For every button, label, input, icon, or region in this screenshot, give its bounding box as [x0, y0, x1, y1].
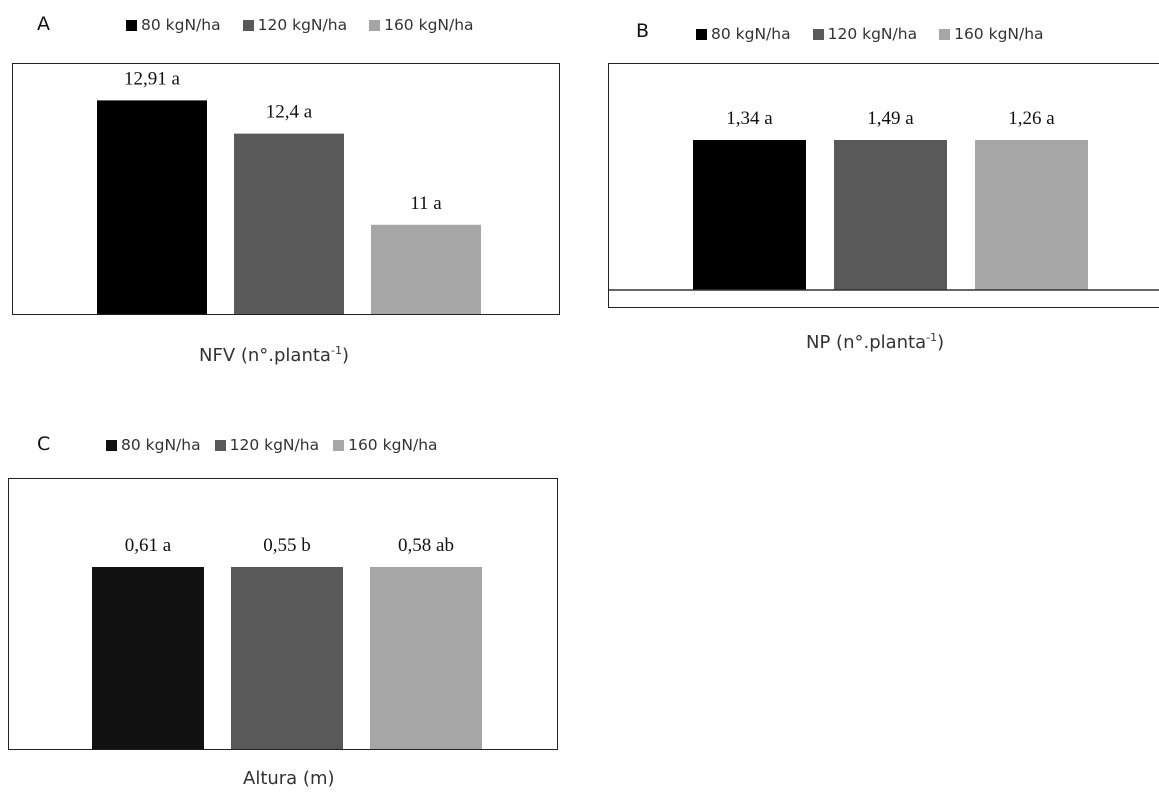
legend-item-120: 120 kgN/ha	[214, 436, 320, 454]
legend-label: 160 kgN/ha	[348, 436, 438, 454]
legend-item-160: 160 kgN/ha	[333, 436, 438, 454]
bar-data-label: 1,49 a	[867, 108, 914, 129]
legend-swatch	[369, 19, 381, 31]
x-axis-label-b: NP (n°.planta-1)	[806, 331, 945, 353]
legend-swatch	[106, 439, 117, 451]
legend-swatch	[812, 28, 824, 40]
bar-80-kgn-ha	[92, 567, 204, 749]
legend-swatch	[939, 28, 951, 40]
legend-swatch	[242, 19, 254, 31]
legend-item-120: 120 kgN/ha	[242, 16, 348, 34]
bar-data-label: 12,91 a	[124, 68, 181, 89]
legend-label: 120 kgN/ha	[229, 436, 320, 454]
bar-80-kgn-ha	[693, 140, 806, 290]
bar-data-label: 1,26 a	[1008, 108, 1055, 129]
legend-swatch	[214, 439, 226, 451]
bar-80-kgn-ha	[97, 100, 207, 314]
plot-area-b: 1,34 a 1,49 a 1,26 a	[609, 108, 1159, 291]
legend-swatch	[333, 439, 345, 451]
legend-item-80: 80 kgN/ha	[126, 16, 221, 34]
bar-data-label: 0,55 b	[263, 535, 311, 556]
x-axis-label-a: NFV (n°.planta-1)	[199, 344, 349, 366]
bar-data-label: 1,34 a	[726, 108, 773, 129]
bar-data-label: 0,58 ab	[398, 535, 454, 556]
bar-120-kgn-ha	[234, 133, 344, 314]
plot-frame-c: 0,61 a 0,55 b 0,58 ab	[8, 478, 558, 750]
bar-160-kgn-ha	[371, 224, 481, 314]
legend-label: 120 kgN/ha	[257, 16, 348, 34]
x-axis-label-c: Altura (m)	[243, 768, 335, 789]
legend-c: 80 kgN/ha 120 kgN/ha 160 kgN/ha	[106, 436, 438, 454]
legend-label: 80 kgN/ha	[141, 16, 221, 34]
legend-swatch	[696, 28, 707, 40]
legend-label: 120 kgN/ha	[827, 25, 918, 43]
legend-item-80: 80 kgN/ha	[106, 436, 201, 454]
panel-letter-c: C	[37, 433, 51, 455]
bar-160-kgn-ha	[975, 140, 1088, 290]
legend-swatch	[126, 19, 137, 31]
legend-label: 80 kgN/ha	[121, 436, 201, 454]
bar-160-kgn-ha	[370, 567, 482, 749]
bar-120-kgn-ha	[231, 567, 343, 749]
legend-label: 160 kgN/ha	[384, 16, 474, 34]
bar-data-label: 12,4 a	[266, 102, 313, 123]
plot-frame-a: 12,91 a 12,4 a 11 a	[12, 63, 560, 315]
legend-item-160: 160 kgN/ha	[939, 25, 1044, 43]
legend-item-160: 160 kgN/ha	[369, 16, 474, 34]
panel-letter-a: A	[37, 13, 50, 35]
legend-item-80: 80 kgN/ha	[696, 25, 791, 43]
legend-a: 80 kgN/ha 120 kgN/ha 160 kgN/ha	[126, 16, 474, 34]
plot-area-c: 0,61 a 0,55 b 0,58 ab	[92, 535, 482, 749]
bar-120-kgn-ha	[834, 140, 947, 290]
panel-letter-b: B	[636, 20, 650, 42]
legend-b: 80 kgN/ha 120 kgN/ha 160 kgN/ha	[696, 25, 1044, 43]
plot-area-a: 12,91 a 12,4 a 11 a	[97, 68, 481, 314]
legend-label: 160 kgN/ha	[954, 25, 1044, 43]
legend-label: 80 kgN/ha	[711, 25, 791, 43]
legend-item-120: 120 kgN/ha	[812, 25, 918, 43]
bar-data-label: 11 a	[410, 193, 442, 214]
plot-frame-b: 1,34 a 1,49 a 1,26 a	[608, 63, 1159, 308]
bar-data-label: 0,61 a	[125, 535, 172, 556]
